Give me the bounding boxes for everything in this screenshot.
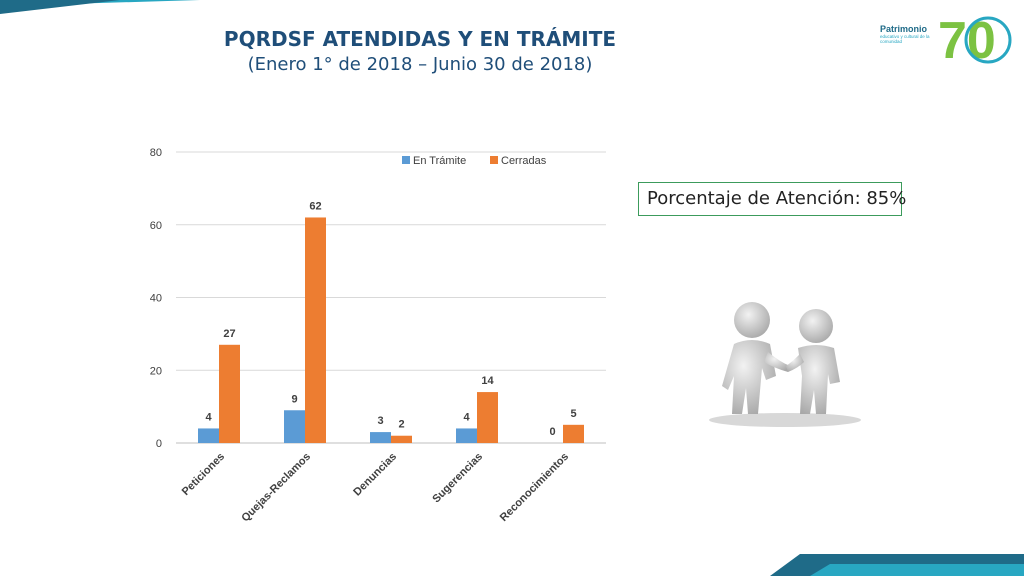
legend-swatch xyxy=(402,156,410,164)
x-tick-label: Quejas-Reclamos xyxy=(239,451,313,525)
data-label: 27 xyxy=(223,328,235,340)
title-line-1: PQRDSF ATENDIDAS Y EN TRÁMITE xyxy=(223,27,617,51)
bar xyxy=(198,428,219,443)
data-label: 4 xyxy=(205,411,212,423)
slide-title: PQRDSF ATENDIDAS Y EN TRÁMITE (Enero 1° … xyxy=(0,26,840,78)
x-tick-label: Peticiones xyxy=(180,451,227,498)
bar xyxy=(563,424,584,443)
y-tick-label: 40 xyxy=(150,293,162,305)
bar xyxy=(477,392,498,443)
title-line-2: (Enero 1° de 2018 – Junio 30 de 2018) xyxy=(247,54,593,75)
attention-percentage: Porcentaje de Atención: 85% xyxy=(638,182,906,216)
legend-swatch xyxy=(490,156,498,164)
university-logo: Patrimonio educativo y cultural de la co… xyxy=(876,6,1016,70)
data-label: 9 xyxy=(291,393,297,405)
data-label: 14 xyxy=(481,375,494,387)
data-label: 2 xyxy=(398,419,404,431)
bar xyxy=(305,217,326,443)
logo-tagline: educativo y cultural de la comunidad xyxy=(880,34,930,44)
logo-70-emblem: 70 xyxy=(938,12,1012,70)
decor-stripe-dark xyxy=(0,0,120,14)
logo-name: Patrimonio xyxy=(880,24,928,34)
bar xyxy=(391,435,412,443)
x-tick-label: Denuncias xyxy=(351,451,399,499)
x-tick-label: Reconocimientos xyxy=(498,451,571,524)
data-label: 62 xyxy=(309,200,321,212)
y-tick-label: 80 xyxy=(150,147,162,159)
bar xyxy=(456,428,477,443)
y-tick-label: 60 xyxy=(150,220,162,232)
handshake-figures-image xyxy=(709,302,861,427)
data-label: 5 xyxy=(570,408,576,420)
footer-banner xyxy=(770,554,1024,576)
y-tick-label: 0 xyxy=(156,438,162,450)
bar xyxy=(370,432,391,443)
data-label: 3 xyxy=(377,415,383,427)
bar xyxy=(219,344,240,443)
bar xyxy=(284,410,305,443)
footer-hashtag: #LaUISqueQueremos xyxy=(944,6,1012,13)
y-tick-label: 20 xyxy=(150,365,162,377)
data-label: 0 xyxy=(549,426,555,438)
legend-label: Cerradas xyxy=(501,155,547,167)
data-label: 4 xyxy=(463,411,470,423)
legend-label: En Trámite xyxy=(413,155,466,167)
x-tick-label: Sugerencias xyxy=(430,451,485,506)
